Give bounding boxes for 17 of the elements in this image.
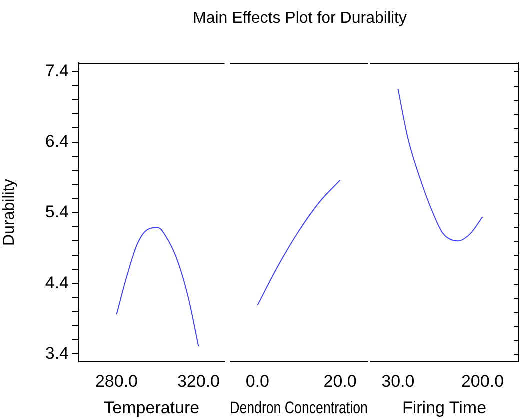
x-axis-title: Dendron Concentration	[230, 399, 368, 418]
y-tick-label: 3.4	[45, 344, 69, 363]
y-tick-label: 4.4	[45, 273, 69, 292]
text: Main Effects Plot for Durability	[192, 10, 408, 28]
y-axis-title: Durability	[1, 179, 18, 246]
x-tick-label: 200.0	[461, 372, 504, 391]
x-axis-title: Temperature	[104, 398, 200, 418]
line-series	[116, 227, 200, 347]
x-axis-title: Firing Time	[402, 398, 487, 418]
x-tick-label: 320.0	[177, 372, 220, 391]
x-tick-label: 0.0	[246, 372, 270, 391]
y-tick-label: 5.4	[45, 202, 69, 222]
y-tick-label: 6.4	[45, 132, 69, 151]
x-tick-label: 20.0	[324, 372, 357, 391]
y-tick-label: 7.4	[45, 61, 69, 80]
x-tick-label: 30.0	[382, 372, 415, 391]
x-tick-label: 280.0	[95, 372, 138, 391]
